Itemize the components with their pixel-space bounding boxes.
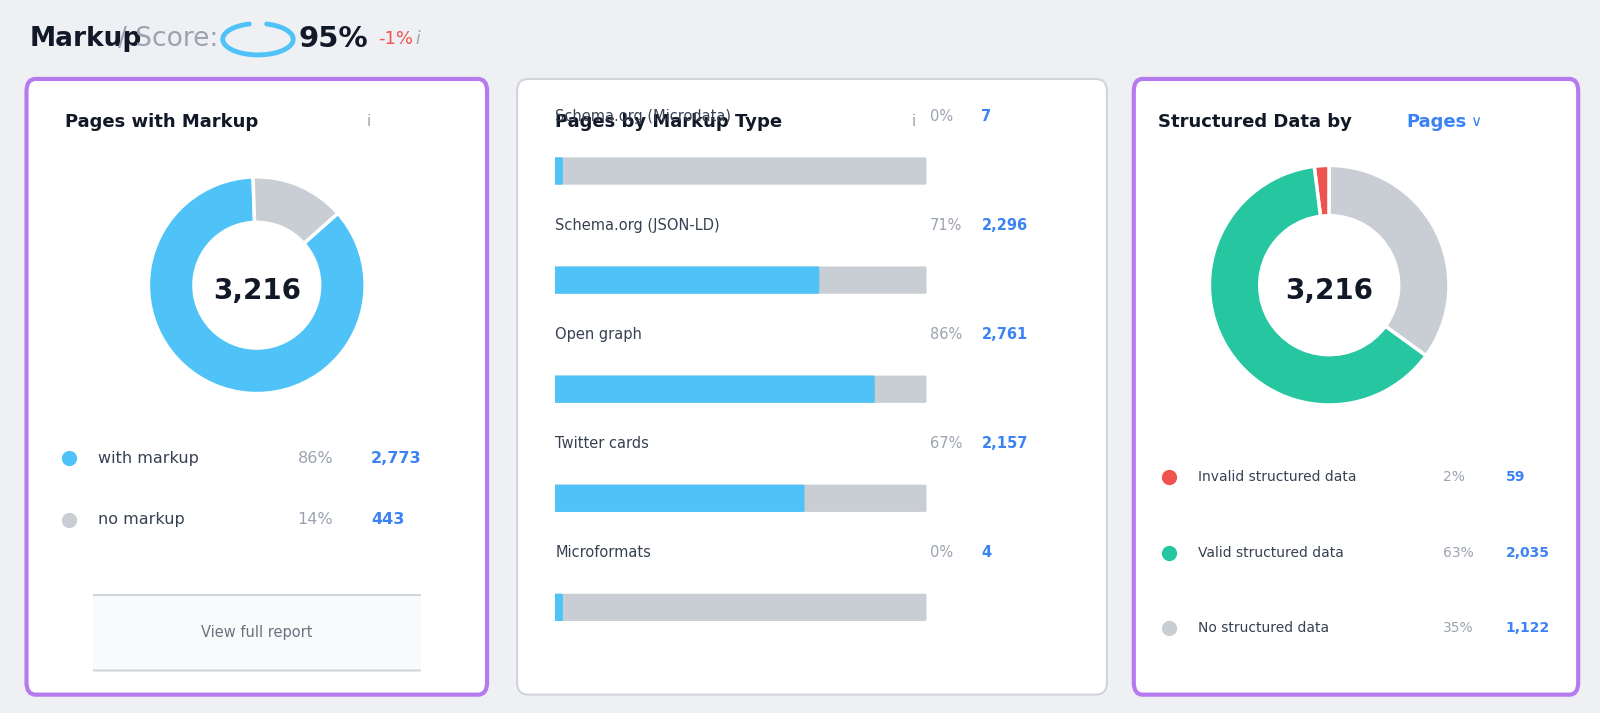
Text: 71%: 71% xyxy=(930,218,963,233)
Text: Valid structured data: Valid structured data xyxy=(1198,545,1344,560)
Text: -1%: -1% xyxy=(378,30,413,48)
Text: 3,216: 3,216 xyxy=(1285,277,1373,305)
Text: 63%: 63% xyxy=(1443,545,1474,560)
Text: 2,035: 2,035 xyxy=(1506,545,1549,560)
Wedge shape xyxy=(1210,166,1426,405)
FancyBboxPatch shape xyxy=(554,594,926,621)
Text: No structured data: No structured data xyxy=(1198,621,1330,635)
Text: 0%: 0% xyxy=(930,109,954,124)
Text: 2,157: 2,157 xyxy=(981,436,1027,451)
FancyBboxPatch shape xyxy=(554,376,875,403)
Text: 2%: 2% xyxy=(1443,471,1466,484)
Wedge shape xyxy=(1330,165,1450,356)
Text: Twitter cards: Twitter cards xyxy=(555,436,650,451)
Text: 35%: 35% xyxy=(1443,621,1474,635)
Text: 59: 59 xyxy=(1506,471,1525,484)
Wedge shape xyxy=(1314,165,1330,216)
FancyBboxPatch shape xyxy=(83,595,430,670)
FancyBboxPatch shape xyxy=(554,485,805,512)
Text: Pages by Markup Type: Pages by Markup Type xyxy=(555,113,782,130)
Text: Schema.org (Microdata): Schema.org (Microdata) xyxy=(555,109,731,124)
Text: 14%: 14% xyxy=(298,512,333,527)
Text: i: i xyxy=(366,114,371,129)
Text: Microformats: Microformats xyxy=(555,545,651,560)
Text: 95%: 95% xyxy=(298,25,368,53)
Text: Pages: Pages xyxy=(1406,113,1467,130)
Text: / Score:: / Score: xyxy=(118,26,218,52)
Text: 7: 7 xyxy=(981,109,992,124)
Text: i: i xyxy=(912,114,915,129)
Text: Schema.org (JSON-LD): Schema.org (JSON-LD) xyxy=(555,218,720,233)
Text: 0%: 0% xyxy=(930,545,954,560)
FancyBboxPatch shape xyxy=(554,485,926,512)
Text: 2,773: 2,773 xyxy=(371,451,422,466)
FancyBboxPatch shape xyxy=(1134,79,1578,694)
FancyBboxPatch shape xyxy=(554,158,926,185)
FancyBboxPatch shape xyxy=(554,158,563,185)
Text: 2,296: 2,296 xyxy=(981,218,1027,233)
Text: Pages with Markup: Pages with Markup xyxy=(66,113,259,130)
Text: ∨: ∨ xyxy=(1470,114,1482,129)
FancyBboxPatch shape xyxy=(27,79,486,694)
Text: View full report: View full report xyxy=(202,625,312,640)
Text: 67%: 67% xyxy=(930,436,963,451)
Text: 1,122: 1,122 xyxy=(1506,621,1550,635)
Text: Open graph: Open graph xyxy=(555,327,642,342)
Text: with markup: with markup xyxy=(98,451,198,466)
Text: Markup: Markup xyxy=(30,26,142,52)
Wedge shape xyxy=(253,177,338,243)
Wedge shape xyxy=(149,177,365,394)
Text: no markup: no markup xyxy=(98,512,184,527)
Text: Structured Data by: Structured Data by xyxy=(1158,113,1352,130)
FancyBboxPatch shape xyxy=(554,594,563,621)
FancyBboxPatch shape xyxy=(554,267,819,294)
Text: 4: 4 xyxy=(981,545,992,560)
FancyBboxPatch shape xyxy=(517,79,1107,694)
Text: 86%: 86% xyxy=(298,451,333,466)
FancyBboxPatch shape xyxy=(554,267,926,294)
Text: Invalid structured data: Invalid structured data xyxy=(1198,471,1357,484)
FancyBboxPatch shape xyxy=(554,376,926,403)
Text: 443: 443 xyxy=(371,512,405,527)
Text: 86%: 86% xyxy=(930,327,962,342)
Text: 2,761: 2,761 xyxy=(981,327,1027,342)
Text: i: i xyxy=(414,30,419,48)
Text: 3,216: 3,216 xyxy=(213,277,301,304)
